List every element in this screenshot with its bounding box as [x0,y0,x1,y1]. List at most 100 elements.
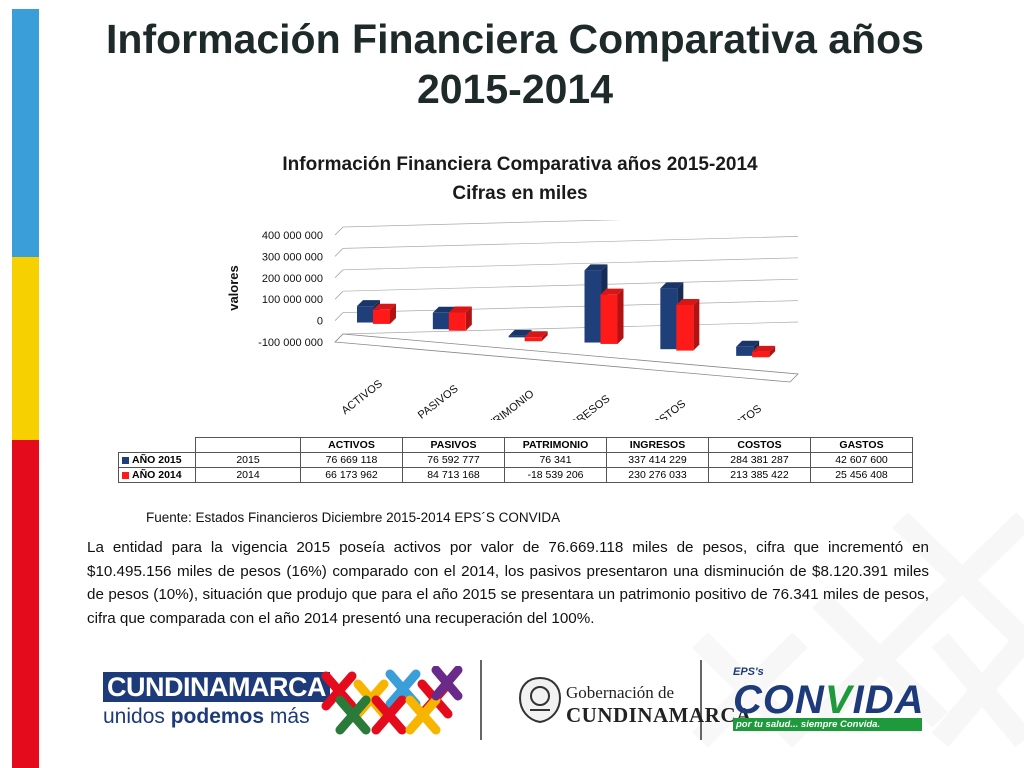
convida-part: CON [733,678,825,722]
bar-2014-gastos [752,351,770,358]
table-row: AÑO 2014 2014 66 173 962 84 713 168 -18 … [118,467,913,483]
x-tick-label: ACTIVOS [339,378,384,417]
bar-top [373,303,396,310]
bar-2014-costos [676,304,694,351]
table-cell: 42 607 600 [810,452,913,468]
chart-title-block: Información Financiera Comparativa años … [200,150,840,208]
x-tick-label: INGRESOS [559,393,612,420]
gridline [342,300,799,313]
x-tick-label: PATRIMONIO [476,388,537,420]
legend-swatch-2015 [122,456,129,464]
convida-v: V [824,678,853,722]
bar-2015-gastos [736,346,754,356]
table-row: AÑO 2015 2015 76 669 118 76 592 777 76 3… [118,452,913,468]
bar-side [693,298,700,351]
table-cell-year: 2014 [195,467,301,483]
gobernacion-logo: Gobernación de CUNDINAMARCA [566,683,752,727]
gridline-side [334,290,344,300]
table-corner-year [195,437,301,453]
chart-title: Información Financiera Comparativa años … [282,154,758,175]
gridline [342,278,799,292]
bar-top [600,288,624,295]
bar-2015-pasivos [432,312,450,330]
gobernacion-line-2: CUNDINAMARCA [566,703,752,727]
logo-separator [480,660,482,740]
bar-top [508,329,532,336]
bar-2015-costos [660,288,678,350]
y-tick-label: 400 000 000 [262,230,323,242]
bar-top [524,331,548,338]
gridline [342,257,799,271]
legend-entry: AÑO 2015 [118,452,196,468]
convida-eps-label: EPS's [733,666,764,678]
left-stripe-blue [12,9,39,257]
convida-part: IDA [852,678,925,722]
gridline-side [334,226,344,236]
source-note: Fuente: Estados Financieros Diciembre 20… [146,510,561,525]
gridline [342,220,622,228]
gridline [342,321,799,335]
table-cell: 84 713 168 [402,467,505,483]
bar-top [357,300,380,307]
table-header-row: ACTIVOS PASIVOS PATRIMONIO INGRESOS COST… [119,437,913,453]
x-tick-label: GASTOS [721,403,764,420]
x-tick-label: COSTOS [644,398,688,420]
data-table: ACTIVOS PASIVOS PATRIMONIO INGRESOS COST… [118,437,913,483]
y-tick-label: 0 [317,316,323,328]
bar-2014-patrimonio [524,337,542,342]
bar-2015-activos [357,306,374,323]
cundinamarca-logo: CUNDINAMARCA unidos podemos más [103,672,330,730]
cundinamarca-mosaic-logo [321,666,463,735]
convida-tagline: por tu salud... siempre Convida. [733,718,922,731]
y-tick-label: -100 000 000 [258,337,323,349]
bar-top [736,340,760,347]
gridline-side [334,312,344,321]
bar-side [541,331,548,342]
cundinamarca-slogan: unidos podemos más [103,704,313,730]
bar-side [769,345,776,358]
gridline [342,236,799,249]
table-cell: 66 173 962 [300,467,403,483]
y-axis-title: valores [226,265,241,311]
table-cell: 284 381 287 [708,452,811,468]
slogan-part-bold: podemos [170,705,265,728]
bar-2015-ingresos [584,270,602,343]
legend-entry: AÑO 2014 [118,467,196,483]
table-cell: 213 385 422 [708,467,811,483]
table-col-header: PASIVOS [402,437,505,453]
gobernacion-emblem [518,676,562,724]
chart-subtitle: Cifras en miles [452,183,588,204]
legend-label: AÑO 2015 [132,454,182,466]
table-cell: 76 592 777 [402,452,505,468]
y-tick-label: 100 000 000 [262,294,323,306]
legend-label: AÑO 2014 [132,469,182,481]
table-cell: 25 456 408 [810,467,913,483]
chart-floor [334,333,799,383]
legend-swatch-2014 [122,471,129,479]
body-paragraph: La entidad para la vigencia 2015 poseía … [87,539,929,627]
convida-logo: CONVIDA [733,680,924,720]
bar-top [752,345,776,352]
bar-top [584,264,608,271]
bar-side [465,306,472,331]
slogan-part: más [264,705,310,728]
bar-side [617,288,624,344]
bar-2014-ingresos [600,294,618,344]
slide-title: Información Financiera Comparativa años … [106,16,924,112]
left-stripe-red [12,440,39,768]
gridline-side [334,248,344,257]
table-cell: 76 669 118 [300,452,403,468]
table-cell: -18 539 206 [504,467,607,483]
bar-top [448,306,472,313]
gridline-side [334,269,344,279]
bar-chart: valores 400 000 000 300 000 000 200 000 000… [226,220,799,420]
gobernacion-line-1: Gobernación de [566,683,675,702]
table-cell-year: 2015 [195,452,301,468]
table-col-header: PATRIMONIO [504,437,607,453]
table-col-header: COSTOS [708,437,811,453]
table-col-header: GASTOS [810,437,913,453]
bar-2014-activos [373,309,390,324]
x-tick-label: PASIVOS [416,383,461,420]
left-stripe-yellow [12,257,39,440]
table-cell: 76 341 [504,452,607,468]
